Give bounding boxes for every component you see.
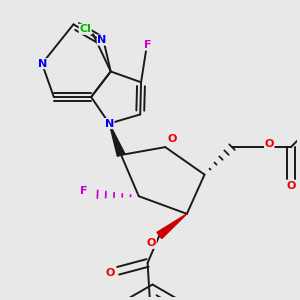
- Text: Cl: Cl: [79, 24, 91, 34]
- Text: O: O: [167, 134, 177, 144]
- Text: F: F: [144, 40, 152, 50]
- Text: N: N: [97, 35, 106, 45]
- Text: F: F: [80, 186, 88, 196]
- Polygon shape: [109, 124, 125, 156]
- Text: O: O: [265, 139, 274, 149]
- Text: O: O: [147, 238, 156, 248]
- Text: O: O: [286, 182, 296, 191]
- Text: O: O: [106, 268, 115, 278]
- Text: N: N: [105, 118, 114, 129]
- Text: N: N: [38, 58, 48, 69]
- Polygon shape: [157, 214, 187, 238]
